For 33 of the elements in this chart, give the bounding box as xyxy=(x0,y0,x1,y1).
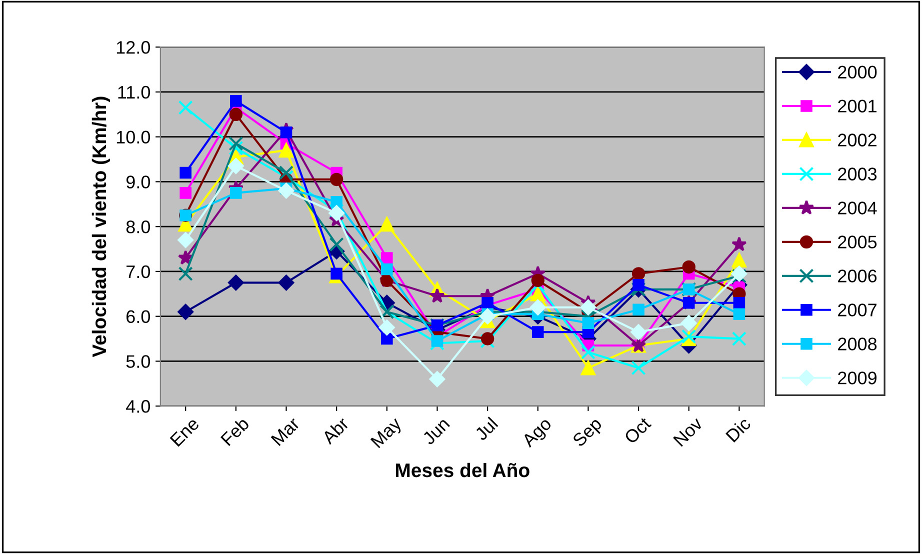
y-tick-label: 12.0 xyxy=(116,41,150,54)
x-tick-label: Jul xyxy=(474,416,498,442)
y-tick-label: 11.0 xyxy=(118,86,150,99)
x-axis-title: Meses del Año xyxy=(396,462,530,478)
legend-label: 2006 xyxy=(838,270,877,282)
legend-label: 2000 xyxy=(838,66,877,79)
legend-label: 2007 xyxy=(838,304,876,316)
y-tick-label: 5.0 xyxy=(126,355,150,368)
legend-label: 2002 xyxy=(838,134,876,146)
x-tick-label: Mar xyxy=(270,416,300,446)
legend-label: 2001 xyxy=(838,100,876,112)
x-tick-label: Sep xyxy=(572,416,605,450)
legend-label: 2004 xyxy=(838,202,877,214)
legend-label: 2003 xyxy=(838,168,877,180)
legend-label: 2005 xyxy=(838,236,877,248)
x-tick-label: Abr xyxy=(320,416,350,446)
x-tick-label: May xyxy=(370,416,405,451)
x-tick-label: Feb xyxy=(220,416,250,446)
y-axis-title: Velocidad del viento (Km/hr) xyxy=(92,96,110,358)
x-tick-label: Oct xyxy=(624,416,652,444)
y-tick-label: 6.0 xyxy=(126,310,150,324)
x-tick-label: Ene xyxy=(170,416,200,447)
y-tick-label: 9.0 xyxy=(126,176,150,188)
y-tick-label: 10.0 xyxy=(116,130,150,144)
legend-label: 2009 xyxy=(838,372,876,384)
y-tick-label: 7.0 xyxy=(126,265,150,278)
x-tick-label: Ago xyxy=(521,416,555,450)
x-tick-label: Nov xyxy=(673,416,704,447)
legend-label: 2008 xyxy=(838,338,877,350)
y-tick-label: 8.0 xyxy=(126,220,150,234)
x-tick-label: Jun xyxy=(422,417,450,446)
y-tick-label: 4.0 xyxy=(126,400,150,413)
x-tick-label: Dic xyxy=(725,416,752,443)
